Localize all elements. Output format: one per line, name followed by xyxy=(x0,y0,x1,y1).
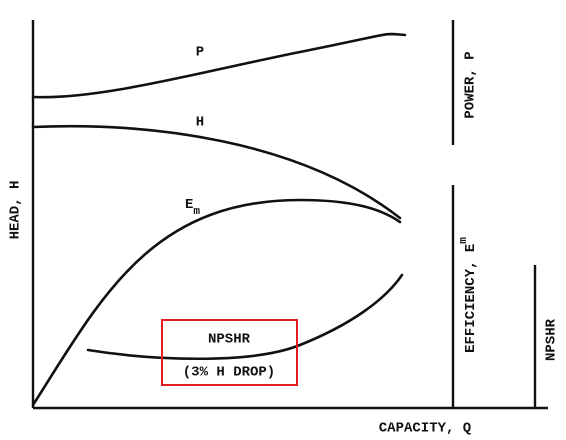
right-axis-label: NPSHR xyxy=(544,318,560,361)
curve-label: NPSHR xyxy=(208,332,251,348)
curve-label: H xyxy=(196,115,204,131)
right-axis-label: EFFICIENCY, Em xyxy=(458,237,479,353)
right-axis-label-main: EFFICIENCY, E xyxy=(463,244,479,353)
y-axis-label: HEAD, H xyxy=(8,181,24,240)
power-curve xyxy=(31,32,407,99)
npshr-curve xyxy=(86,273,404,361)
right-axis-label: POWER, P xyxy=(463,51,479,118)
curve-label-main: E xyxy=(185,197,193,213)
curve-label: Em xyxy=(185,197,200,218)
x-axis-label: CAPACITY, Q xyxy=(379,421,471,437)
efficiency-curve xyxy=(31,198,402,407)
curve-note: (3% H DROP) xyxy=(183,365,275,381)
head-curve xyxy=(31,124,402,220)
curve-label-sub: m xyxy=(193,206,200,218)
right-axis-label-sub: m xyxy=(458,237,470,244)
highlight-box xyxy=(161,319,298,386)
curve-label: P xyxy=(196,45,204,61)
